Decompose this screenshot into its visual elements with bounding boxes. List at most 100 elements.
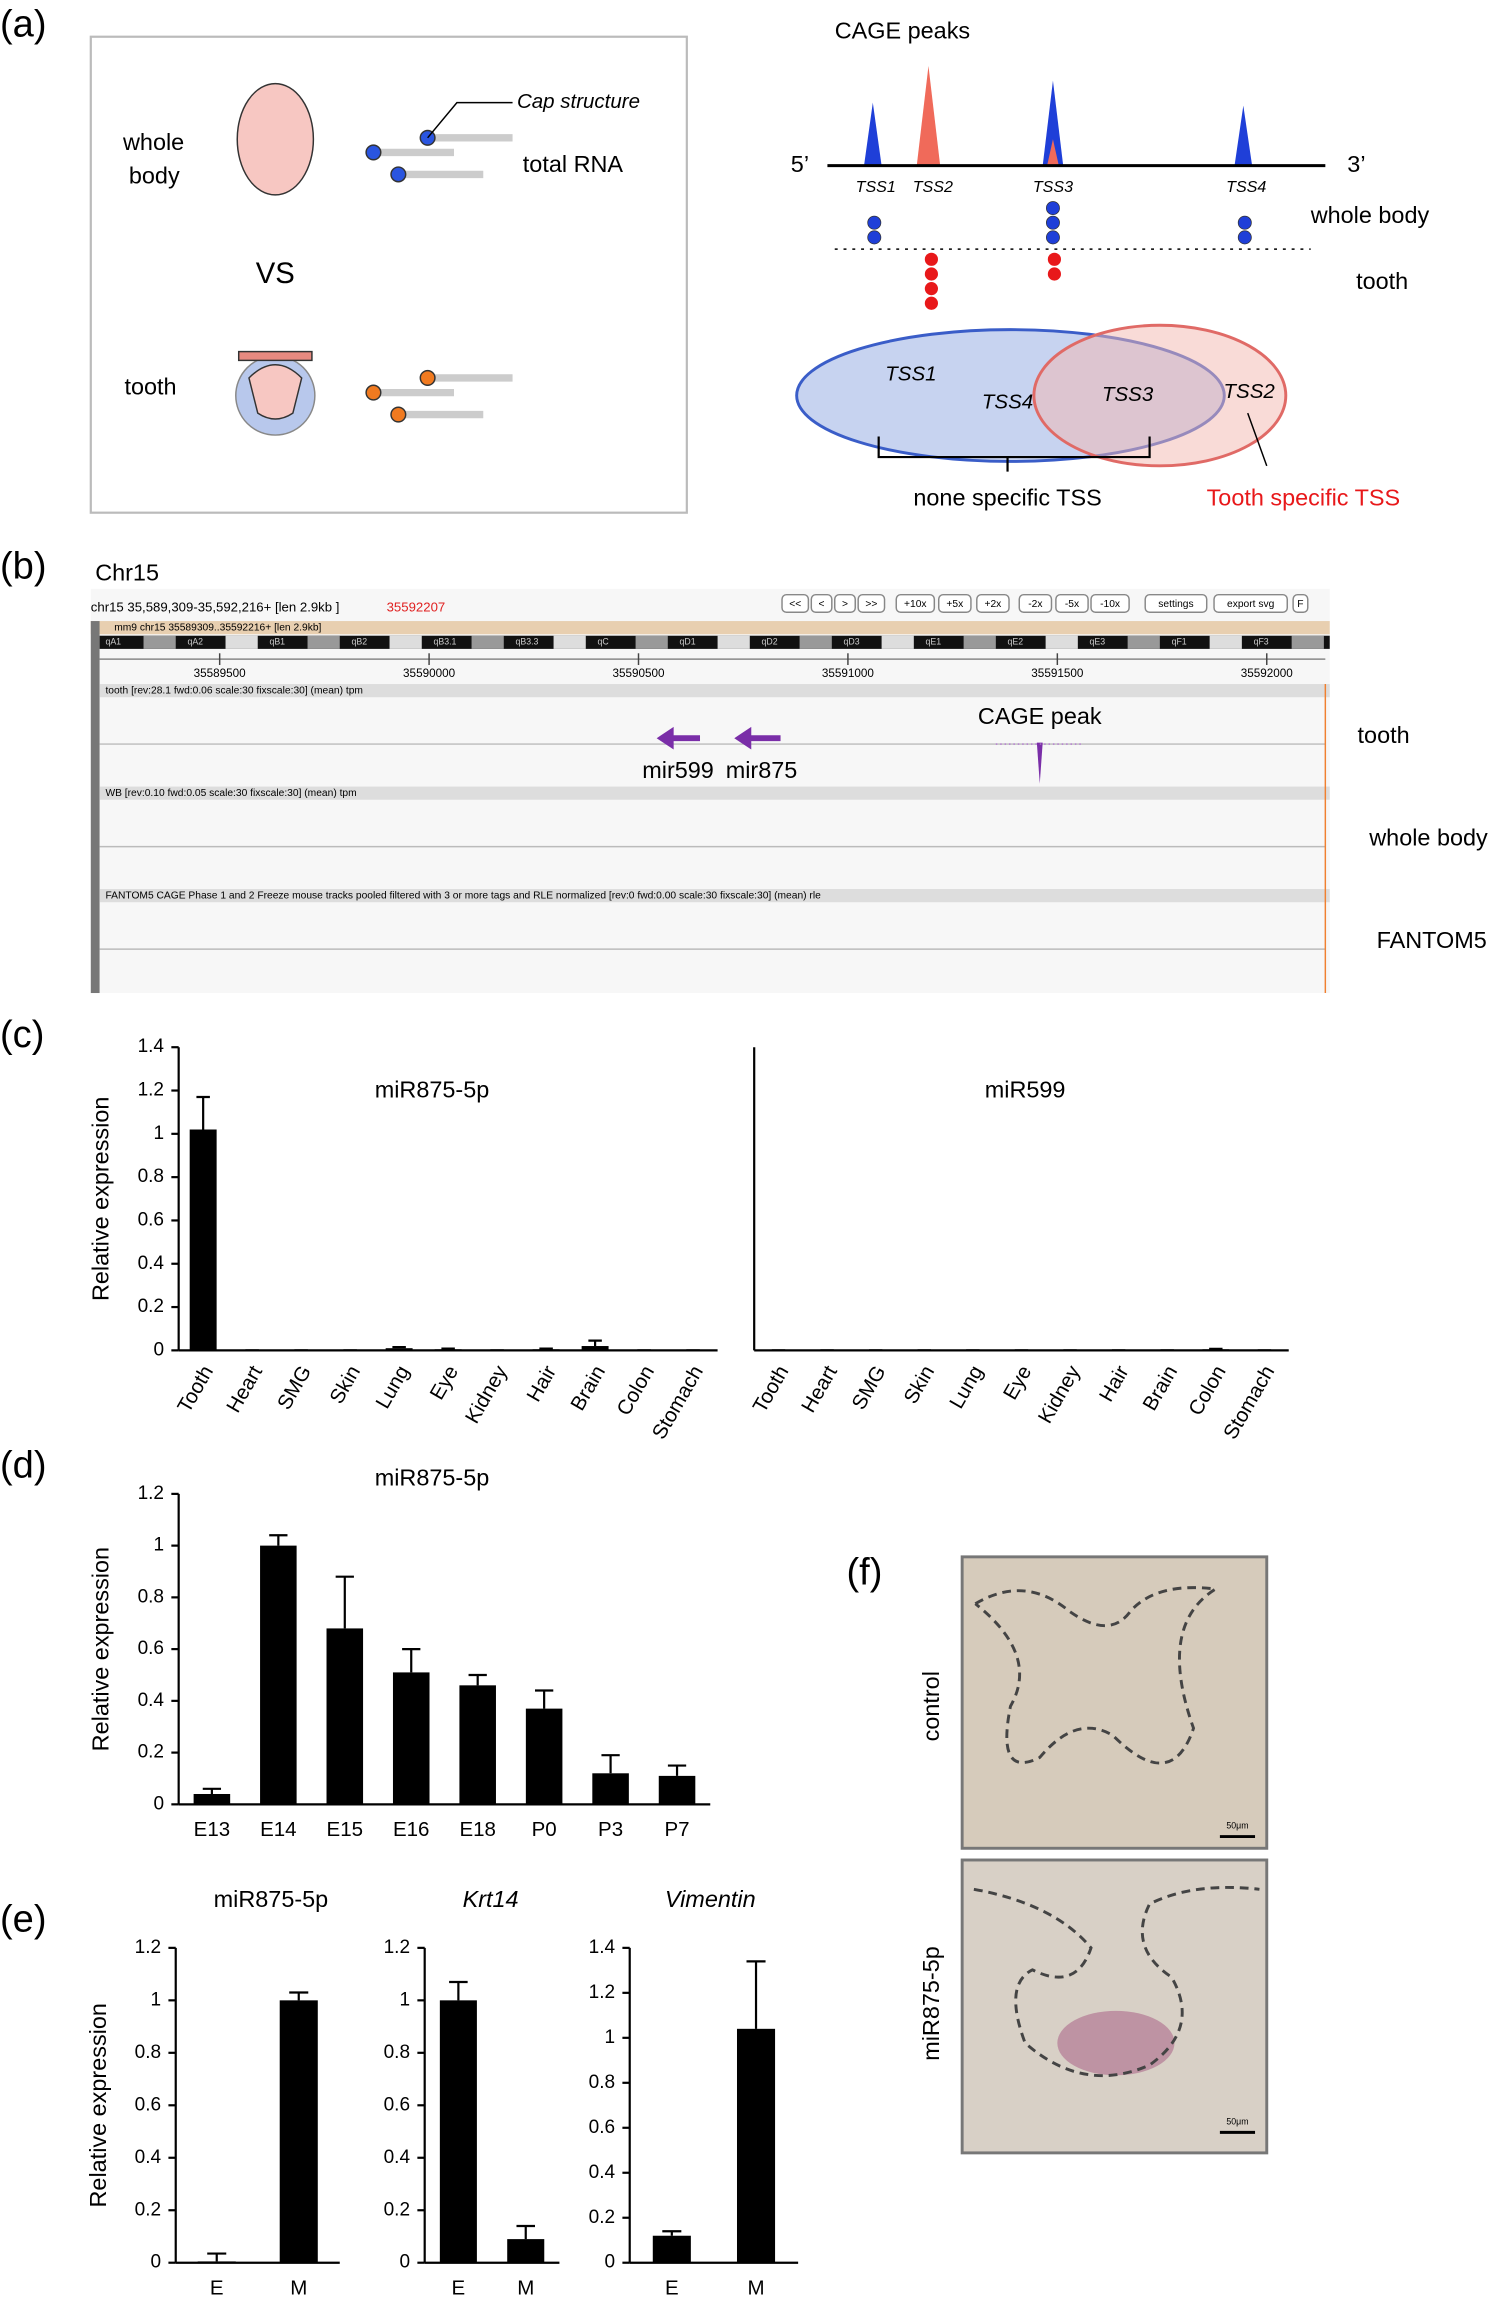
x-tick-label: Brain (1138, 1362, 1182, 1415)
button-frame (834, 593, 856, 614)
button-label: +5x (946, 599, 964, 610)
x-tick-label: Eye (425, 1362, 463, 1404)
label: Chr15 (95, 559, 159, 585)
button[interactable]: +2x (976, 593, 1010, 614)
chart-title: miR875-5p (375, 1076, 490, 1102)
button-label: +10x (904, 599, 927, 610)
x-tick-label: E14 (260, 1818, 296, 1841)
band-label: qB3.1 (433, 637, 456, 647)
y-tick-label: 0 (151, 2252, 162, 2273)
track-title: FANTOM5 CAGE Phase 1 and 2 Freeze mouse … (105, 890, 821, 901)
peak (1234, 105, 1253, 166)
stain (1057, 2010, 1175, 2076)
bar (392, 1672, 430, 1805)
button[interactable]: << (781, 593, 810, 614)
error-bar (468, 1673, 487, 1686)
x-tick-label: P7 (664, 1818, 689, 1841)
x-tick-label: Eye (999, 1362, 1037, 1404)
coord-label: 35590500 (612, 667, 665, 680)
x-tick-label: M (290, 2277, 307, 2298)
y-tick-label: 0.8 (589, 2072, 615, 2093)
y-tick-label: 0.4 (384, 2147, 411, 2168)
bracket (877, 436, 1151, 472)
button-frame (781, 593, 810, 614)
y-tick-label: 1.2 (384, 1937, 410, 1958)
x-tick-label: Kidney (1034, 1361, 1086, 1427)
bar (525, 1708, 563, 1805)
button[interactable]: -2x (1018, 593, 1053, 614)
button-label: < (819, 599, 825, 610)
button[interactable]: < (810, 593, 833, 614)
y-axis-label: Relative expression (85, 2003, 111, 2207)
button[interactable]: F (1292, 593, 1309, 614)
y-tick-label: 0.6 (138, 1638, 164, 1659)
button-label: -2x (1028, 599, 1043, 610)
button[interactable]: settings (1144, 593, 1208, 614)
button[interactable]: +10x (895, 593, 936, 614)
panel-label: (f) (846, 1551, 882, 1593)
error-bar (269, 1534, 288, 1546)
button[interactable]: export svg (1213, 593, 1288, 614)
coord-label: 35590000 (403, 667, 456, 680)
band-label: qD1 (680, 637, 696, 647)
coord-label: 35592000 (1241, 667, 1294, 680)
track-header (99, 889, 1330, 903)
button-label: > (842, 599, 848, 610)
band (963, 635, 996, 649)
y-tick-label: 1 (399, 1989, 410, 2010)
outline (974, 1586, 1220, 1765)
x-tick-label: Lung (371, 1362, 414, 1413)
button-frame (810, 593, 833, 614)
x-tick-label: Colon (612, 1362, 659, 1420)
x-tick-label: P3 (598, 1818, 623, 1841)
button[interactable]: > (834, 593, 856, 614)
button[interactable]: -10x (1090, 593, 1130, 614)
bar (193, 1793, 231, 1805)
error-bar (667, 1764, 687, 1776)
y-tick-label: 0.2 (135, 2199, 161, 2220)
x-tick-label: Heart (797, 1361, 842, 1416)
button[interactable]: -5x (1055, 593, 1089, 614)
band (553, 635, 586, 649)
band (389, 635, 422, 649)
button[interactable]: +5x (937, 593, 972, 614)
scale-label: 50μm (1226, 1821, 1248, 1831)
bar (736, 2028, 776, 2263)
error-bar (516, 2224, 536, 2240)
panel-label: (b) (0, 545, 47, 587)
error-bar (196, 1095, 210, 1130)
x-tick-label: SMG (847, 1362, 890, 1414)
band (881, 635, 914, 649)
bar (652, 2235, 691, 2263)
y-tick-label: 1.2 (138, 1483, 164, 1504)
y-tick-label: 0 (604, 2252, 615, 2273)
button-frame (857, 593, 886, 614)
location: chr15 35,589,309-35,592,216+ [len 2.9kb … (91, 599, 340, 614)
label: 5’ (791, 151, 809, 177)
x-tick-label: Hair (1095, 1362, 1134, 1406)
y-tick-label: 0.8 (384, 2042, 410, 2063)
x-tick-label: E (452, 2277, 466, 2298)
band (1291, 635, 1324, 649)
y-tick-label: 1.2 (589, 1982, 615, 2003)
button[interactable]: >> (857, 593, 886, 614)
band (1045, 635, 1078, 649)
track-title: mm9 chr15 35589309..35592216+ [len 2.9kb… (114, 622, 321, 633)
button-label: export svg (1227, 599, 1275, 610)
button-frame (1213, 593, 1288, 614)
micrograph (960, 1858, 1269, 2155)
y-tick-label: 0 (399, 2252, 410, 2273)
tag (867, 201, 1252, 245)
label: whole body (1310, 202, 1430, 228)
label: none specific TSS (913, 485, 1101, 511)
peak (1047, 139, 1059, 166)
y-tick-label: 0.6 (384, 2094, 410, 2115)
band-label: qB2 (351, 637, 367, 647)
box (89, 35, 688, 514)
y-tick-label: 1.2 (135, 1937, 161, 1958)
track-header (90, 621, 1330, 635)
button-label: -10x (1100, 599, 1121, 610)
bar (279, 2000, 318, 2263)
button-frame (937, 593, 972, 614)
button-label: settings (1158, 599, 1193, 610)
